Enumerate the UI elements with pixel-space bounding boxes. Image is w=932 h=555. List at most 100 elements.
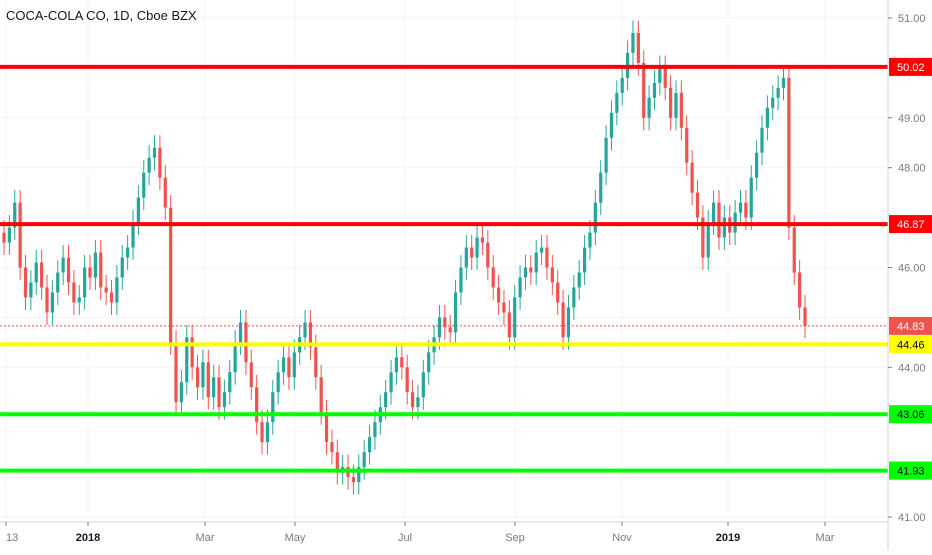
candle-body [367, 437, 372, 453]
candle-body [99, 252, 103, 288]
candle-body [18, 202, 22, 268]
candle-body [136, 197, 141, 223]
candle-body [448, 327, 452, 333]
candle-body [604, 137, 608, 173]
candle-body [56, 272, 60, 293]
level-badge-label: 41.93 [897, 466, 925, 478]
candle-body [674, 92, 678, 118]
candle-body [631, 32, 635, 53]
candle-body [217, 377, 221, 408]
candle-body [658, 67, 662, 83]
x-tick-label: 2018 [76, 532, 100, 544]
candle-body [722, 217, 726, 238]
candle-body [126, 247, 130, 258]
candle-body [13, 202, 17, 228]
candle-body [744, 202, 748, 218]
candle-body [260, 422, 264, 443]
candle-body [695, 192, 700, 218]
candle-body [539, 247, 544, 253]
candle-body [798, 272, 802, 308]
candle-body [104, 287, 108, 293]
candle-body [169, 207, 173, 343]
candle-body [276, 372, 280, 393]
x-tick-label: 2019 [716, 532, 740, 544]
level-badge-label: 43.06 [897, 409, 925, 421]
candle-body [679, 92, 683, 128]
candle-body [281, 357, 286, 373]
candle-body [749, 177, 753, 218]
candle-body [228, 372, 232, 393]
candle-body [518, 277, 522, 298]
candle-body [668, 87, 673, 118]
candle-body [566, 307, 571, 338]
candle-body [287, 357, 291, 378]
candle-body [593, 202, 597, 233]
candle-body [636, 32, 640, 63]
candle-body [502, 302, 506, 313]
candle-body [706, 222, 710, 258]
candle-body [314, 347, 318, 378]
candle-body [265, 422, 270, 443]
candle-body [142, 172, 146, 198]
candle-body [83, 267, 87, 298]
candle-body [222, 392, 227, 408]
candle-body [389, 372, 393, 393]
x-tick-label: Mar [816, 532, 835, 544]
candle-body [324, 412, 329, 443]
y-tick-label: 49.00 [898, 113, 926, 125]
candle-body [572, 287, 576, 308]
candle-body [609, 112, 614, 138]
candle-body [131, 222, 135, 248]
candle-body [255, 387, 259, 423]
level-badge-bg [889, 461, 932, 480]
candle-body [685, 127, 689, 163]
candle-body [201, 362, 205, 388]
candle-body [717, 202, 721, 238]
candle-body [410, 392, 415, 408]
candle-body [185, 337, 189, 383]
candle-body [523, 267, 528, 278]
candle-body [507, 312, 511, 338]
candle-body [475, 237, 479, 258]
candle-body [61, 257, 65, 273]
candle-body [292, 352, 296, 378]
candle-body [556, 282, 560, 303]
x-tick-label: Mar [196, 532, 215, 544]
x-tick-label: May [285, 532, 306, 544]
candle-body [50, 292, 54, 313]
candle-body [588, 232, 592, 248]
x-tick-label: Jul [398, 532, 412, 544]
candle-body [249, 362, 253, 388]
candle-body [738, 202, 743, 213]
last-price-badge-label: 44.83 [897, 321, 925, 333]
candle-body [34, 262, 38, 283]
candle-body [115, 277, 119, 303]
candle-body [23, 267, 28, 298]
candle-body [534, 252, 538, 273]
y-tick-label: 46.00 [898, 263, 926, 275]
candle-body [405, 367, 409, 393]
y-tick-label: 44.00 [898, 362, 926, 374]
candle-body [88, 267, 92, 278]
candle-body [179, 382, 184, 403]
x-tick-label: 13 [6, 532, 18, 544]
candle-body [66, 257, 71, 283]
candle-body [701, 217, 705, 258]
level-badge-bg [889, 405, 932, 424]
candle-body [480, 237, 485, 243]
candle-body [642, 62, 646, 118]
candle-body [615, 92, 619, 113]
last-price-badge-bg [889, 316, 932, 335]
candle-body [781, 77, 786, 88]
candle-body [120, 257, 124, 278]
candle-body [529, 267, 533, 273]
candle-body [303, 322, 307, 338]
x-tick-label: Nov [612, 532, 632, 544]
candle-body [384, 392, 388, 408]
candle-body [357, 467, 361, 483]
candle-body [174, 342, 178, 403]
candle-body [663, 67, 667, 88]
candle-body [792, 227, 796, 273]
